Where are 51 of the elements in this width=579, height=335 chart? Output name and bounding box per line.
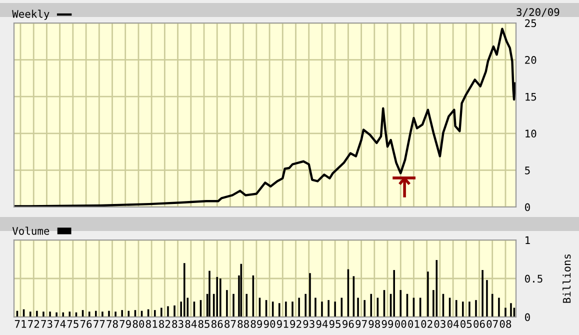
x-tick-label: 81 [146,320,158,328]
x-tick-label: 90 [264,320,276,328]
x-tick-label: 79 [120,320,131,328]
x-tick-label: 92 [290,320,302,328]
y-tick-label: 10 [526,130,536,138]
x-tick-label: 00 [395,320,406,328]
y-tick-label: 0.5 [525,274,542,283]
x-tick-label: 78 [106,320,118,328]
x-tick-label: 04 [447,320,459,328]
x-tick-label: 03 [434,320,446,328]
y-tick-label: 0 [525,203,530,212]
y-tick-label: 5 [525,166,530,174]
x-tick-label: 74 [54,320,66,328]
y-tick-label: 15 [526,92,536,101]
y-tick-label: 25 [525,19,536,28]
x-tick-label: 91 [277,320,288,328]
x-tick-label: 01 [408,320,420,328]
x-tick-label: 07 [486,320,498,328]
x-tick-label: 87 [224,320,236,328]
x-tick-label: 95 [329,320,341,328]
x-tick-label: 77 [94,320,105,328]
x-tick-label: 72 [28,320,40,328]
y-tick-label: 0 [525,313,530,322]
x-tick-label: 98 [368,320,380,328]
x-tick-label: 99 [382,320,394,328]
x-tick-label: 75 [67,320,78,328]
x-tick-label: 85 [198,320,210,328]
legend-label: Volume [12,226,50,235]
x-tick-label: 02 [421,320,432,328]
x-tick-label: 93 [303,320,314,328]
legend-label: Weekly [12,10,50,20]
x-tick-label: 05 [460,320,472,328]
x-tick-label: 96 [342,320,354,328]
text: 3/20/09 [516,8,560,17]
x-tick-label: 80 [132,320,144,328]
x-tick-label: 88 [238,320,249,328]
x-tick-label: 08 [500,320,512,328]
x-tick-label: 71 [14,320,26,328]
y-tick-label: 20 [525,56,536,64]
x-tick-label: 97 [356,320,367,328]
x-tick-label: 76 [80,320,92,328]
x-tick-label: 83 [172,320,184,328]
x-tick-label: 94 [316,320,328,328]
x-tick-label: 86 [212,320,223,328]
y-axis-title: Billions [562,254,571,303]
x-tick-label: 73 [41,320,52,328]
x-tick-label: 06 [474,320,485,328]
y-tick-label: 1 [526,236,530,244]
x-tick-label: 84 [185,320,197,328]
x-tick-label: 82 [159,320,170,328]
x-tick-label: 89 [250,320,262,328]
